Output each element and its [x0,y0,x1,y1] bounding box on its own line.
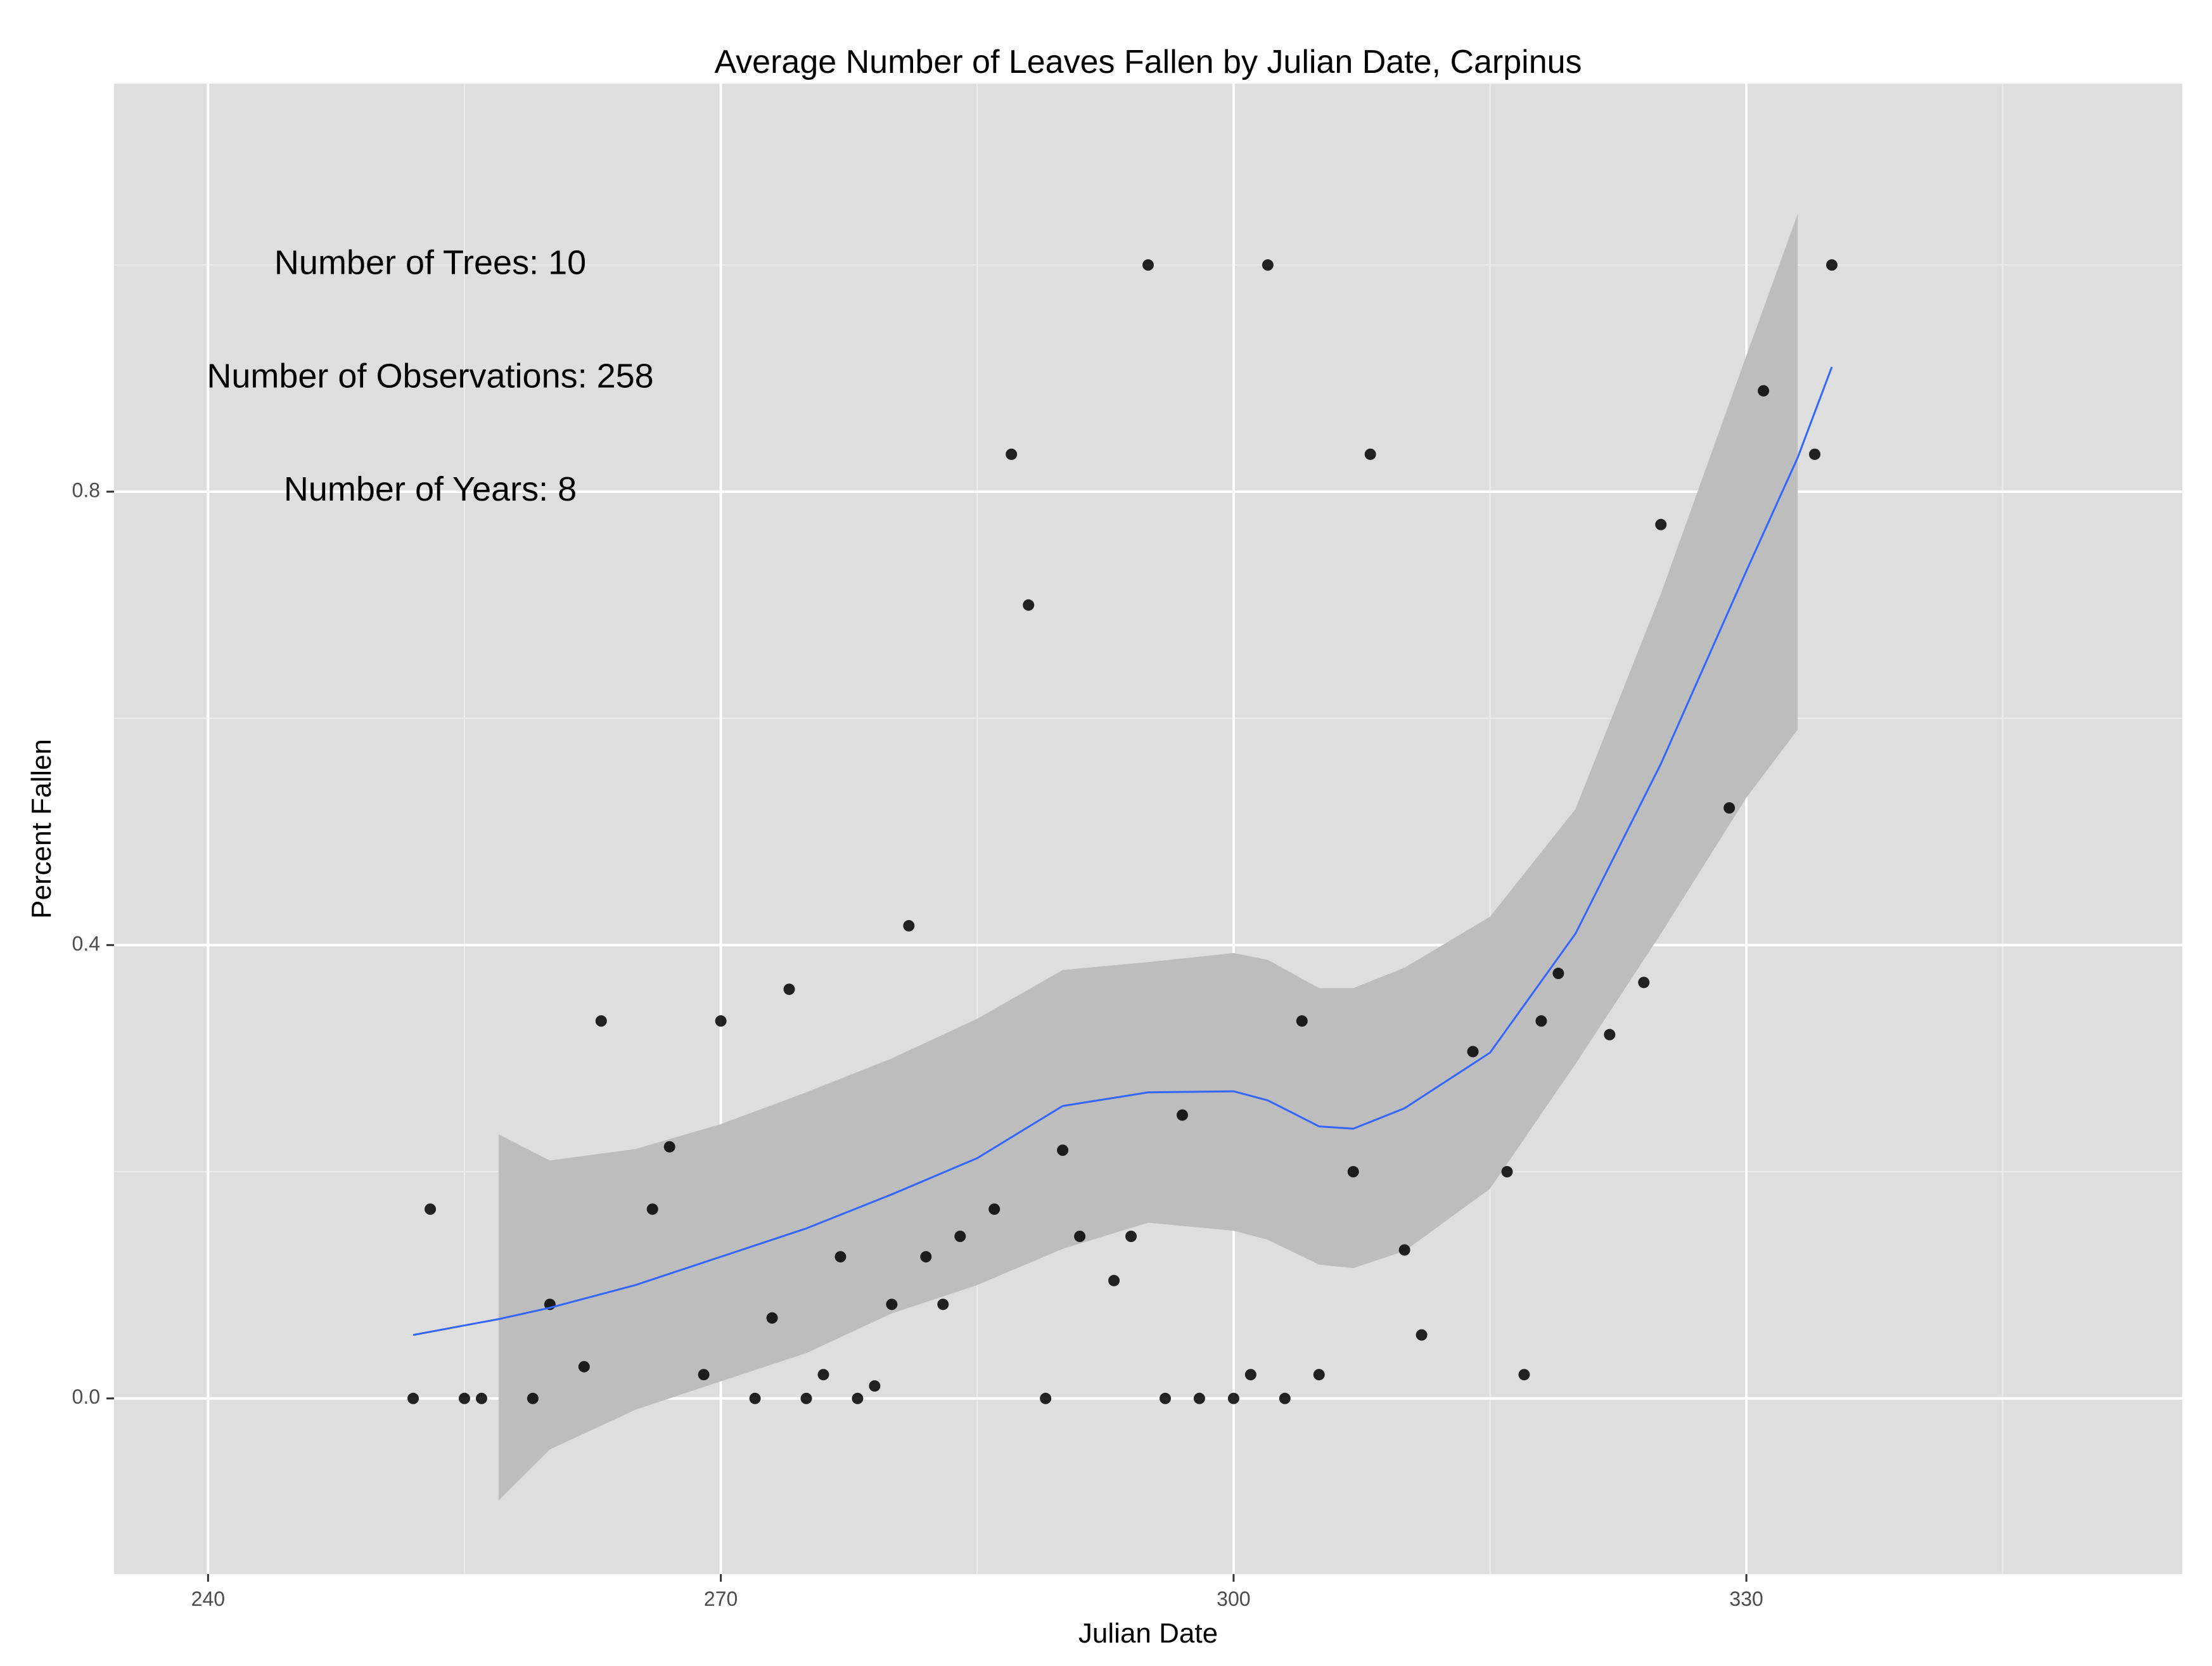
data-point [1638,977,1650,989]
data-point [1159,1392,1171,1404]
data-point [1040,1392,1052,1404]
data-point [1826,259,1838,271]
data-point [886,1298,898,1310]
data-point [954,1230,966,1242]
data-point [1244,1369,1256,1381]
data-point [595,1015,607,1027]
data-point [783,984,795,996]
data-point [1108,1274,1120,1286]
data-point [1467,1046,1479,1058]
data-point [1758,385,1770,397]
data-point [920,1251,932,1263]
y-axis-title: Percent Fallen [26,739,57,919]
data-point [458,1392,470,1404]
x-axis-title: Julian Date [1078,1618,1218,1649]
data-point [475,1392,487,1404]
data-point [1347,1166,1359,1178]
data-point [937,1298,949,1310]
data-point [1723,802,1736,814]
data-point [869,1380,881,1392]
data-point [1262,259,1274,271]
data-point [646,1203,658,1215]
data-point [834,1251,847,1263]
data-point [1142,259,1154,271]
data-point [1398,1244,1410,1256]
data-point [1074,1230,1086,1242]
chart-title: Average Number of Leaves Fallen by Julia… [714,44,1582,80]
x-tick-label: 270 [704,1587,738,1610]
y-tick-label: 0.0 [72,1385,100,1408]
data-point [698,1369,710,1381]
data-point [903,920,915,932]
data-point [1518,1369,1530,1381]
y-tick-label: 0.8 [72,478,100,501]
data-point [1176,1109,1188,1121]
data-point [817,1369,829,1381]
data-point [1279,1392,1291,1404]
data-point [1193,1392,1205,1404]
data-point [800,1392,812,1404]
annotation-text: Number of Trees: 10 [274,243,586,281]
data-point [407,1392,419,1404]
data-point [1809,448,1821,460]
annotations: Number of Trees: 10 Number of Observation… [207,243,653,508]
data-point [1655,518,1667,530]
plot-panel [114,84,2182,1574]
data-point [527,1392,539,1404]
data-point [988,1203,1001,1215]
data-point [852,1392,864,1404]
data-point [1604,1028,1616,1041]
data-point [1416,1329,1428,1341]
annotation-text: Number of Years: 8 [284,470,577,508]
smooth-line [412,366,1833,1336]
x-tick-label: 300 [1217,1587,1250,1610]
data-point [766,1312,778,1324]
data-point [1313,1369,1325,1381]
y-tick-label: 0.4 [72,932,100,955]
data-point [1535,1015,1547,1027]
confidence-ribbon [498,214,1798,1501]
data-point [1023,599,1035,611]
data-point [1364,448,1376,460]
data-point [1552,968,1564,980]
x-tick-label: 240 [191,1587,225,1610]
data-point [1296,1015,1308,1027]
data-point [1501,1166,1513,1178]
data-points [407,259,1838,1404]
grid-major [114,84,2182,1574]
annotation-text: Number of Observations: 258 [207,357,653,395]
data-point [425,1203,437,1215]
y-axis-ticks: 0.0 0.4 0.8 [72,478,114,1408]
data-point [1057,1144,1069,1157]
data-point [715,1015,727,1027]
data-point [663,1141,675,1153]
data-point [578,1361,590,1373]
data-point [749,1392,761,1404]
x-tick-label: 330 [1729,1587,1763,1610]
data-point [1125,1230,1137,1242]
data-point [1006,448,1018,460]
x-axis-ticks: 240 270 300 330 [191,1574,1763,1610]
data-point [1227,1392,1239,1404]
